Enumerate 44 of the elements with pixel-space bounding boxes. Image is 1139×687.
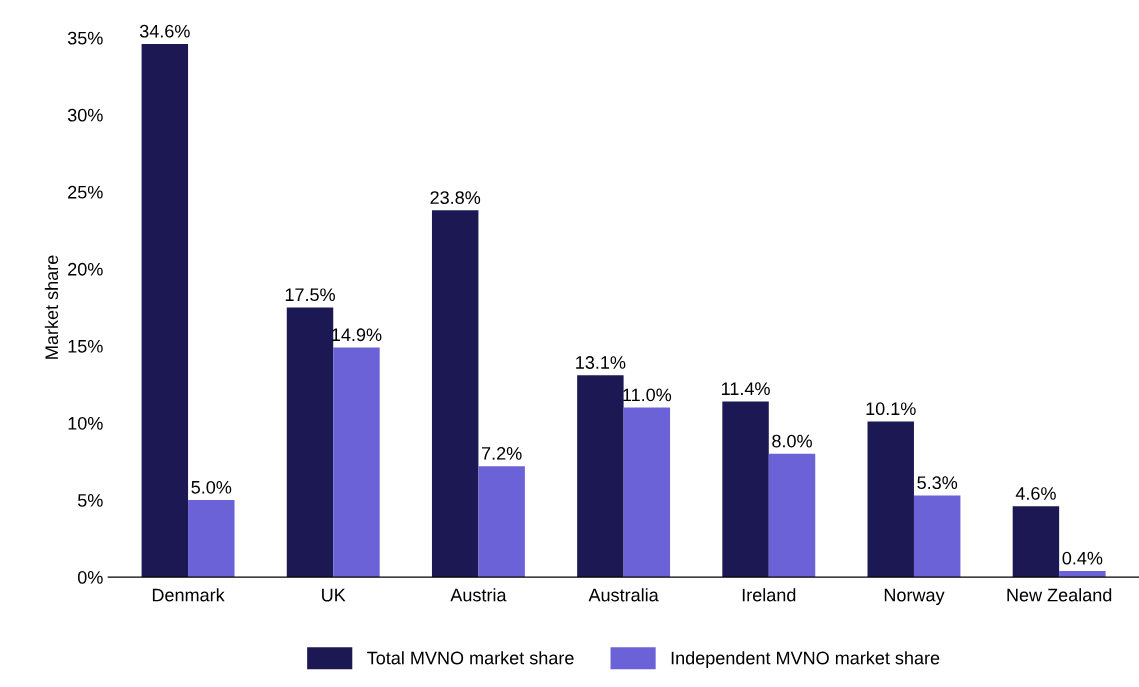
y-axis-title: Market share xyxy=(44,255,59,359)
y-tick-label: 10% xyxy=(68,416,103,430)
x-tick-label: Australia xyxy=(588,588,659,602)
x-tick-label: New Zealand xyxy=(1007,588,1112,602)
data-label: 0.4% xyxy=(1062,551,1103,565)
x-tick-label: Denmark xyxy=(152,588,225,602)
y-tick-label: 0% xyxy=(77,571,103,584)
bar xyxy=(333,347,380,578)
y-tick-label: 15% xyxy=(68,339,103,353)
data-label: 17.5% xyxy=(285,288,335,302)
x-tick-label: Austria xyxy=(450,588,507,602)
bar xyxy=(1012,506,1060,578)
data-label: 11.4% xyxy=(722,382,770,396)
data-label: 5.0% xyxy=(191,480,232,494)
bar xyxy=(623,407,671,578)
bar xyxy=(188,500,235,578)
y-tick-label: 30% xyxy=(67,108,103,122)
data-label: 13.1% xyxy=(576,356,626,369)
y-tick-label: 25% xyxy=(68,185,103,199)
bar xyxy=(478,466,525,578)
bar xyxy=(913,495,961,578)
y-tick-label: 20% xyxy=(68,262,103,276)
bar xyxy=(722,401,769,578)
data-label: 7.2% xyxy=(482,447,522,460)
bar xyxy=(577,375,624,578)
bar xyxy=(141,43,189,578)
x-tick-label: Norway xyxy=(884,588,945,606)
legend-label: Independent MVNO market share xyxy=(671,651,940,668)
y-tick-label: 5% xyxy=(77,494,103,507)
bar xyxy=(286,307,334,578)
data-label: 23.8% xyxy=(430,191,481,205)
data-label: 10.1% xyxy=(866,402,916,416)
data-label: 5.3% xyxy=(917,476,958,490)
bar xyxy=(768,453,816,578)
data-label: 4.6% xyxy=(1015,487,1056,500)
y-tick-label: 35% xyxy=(67,31,103,45)
data-label: 34.6% xyxy=(139,24,190,38)
bar xyxy=(431,210,479,578)
x-tick-label: UK xyxy=(322,588,346,602)
data-label: 8.0% xyxy=(772,434,812,448)
x-tick-label: Ireland xyxy=(742,588,796,602)
bar xyxy=(867,421,914,578)
data-label: 11.0% xyxy=(623,388,672,402)
legend-label: Total MVNO market share xyxy=(367,651,574,665)
